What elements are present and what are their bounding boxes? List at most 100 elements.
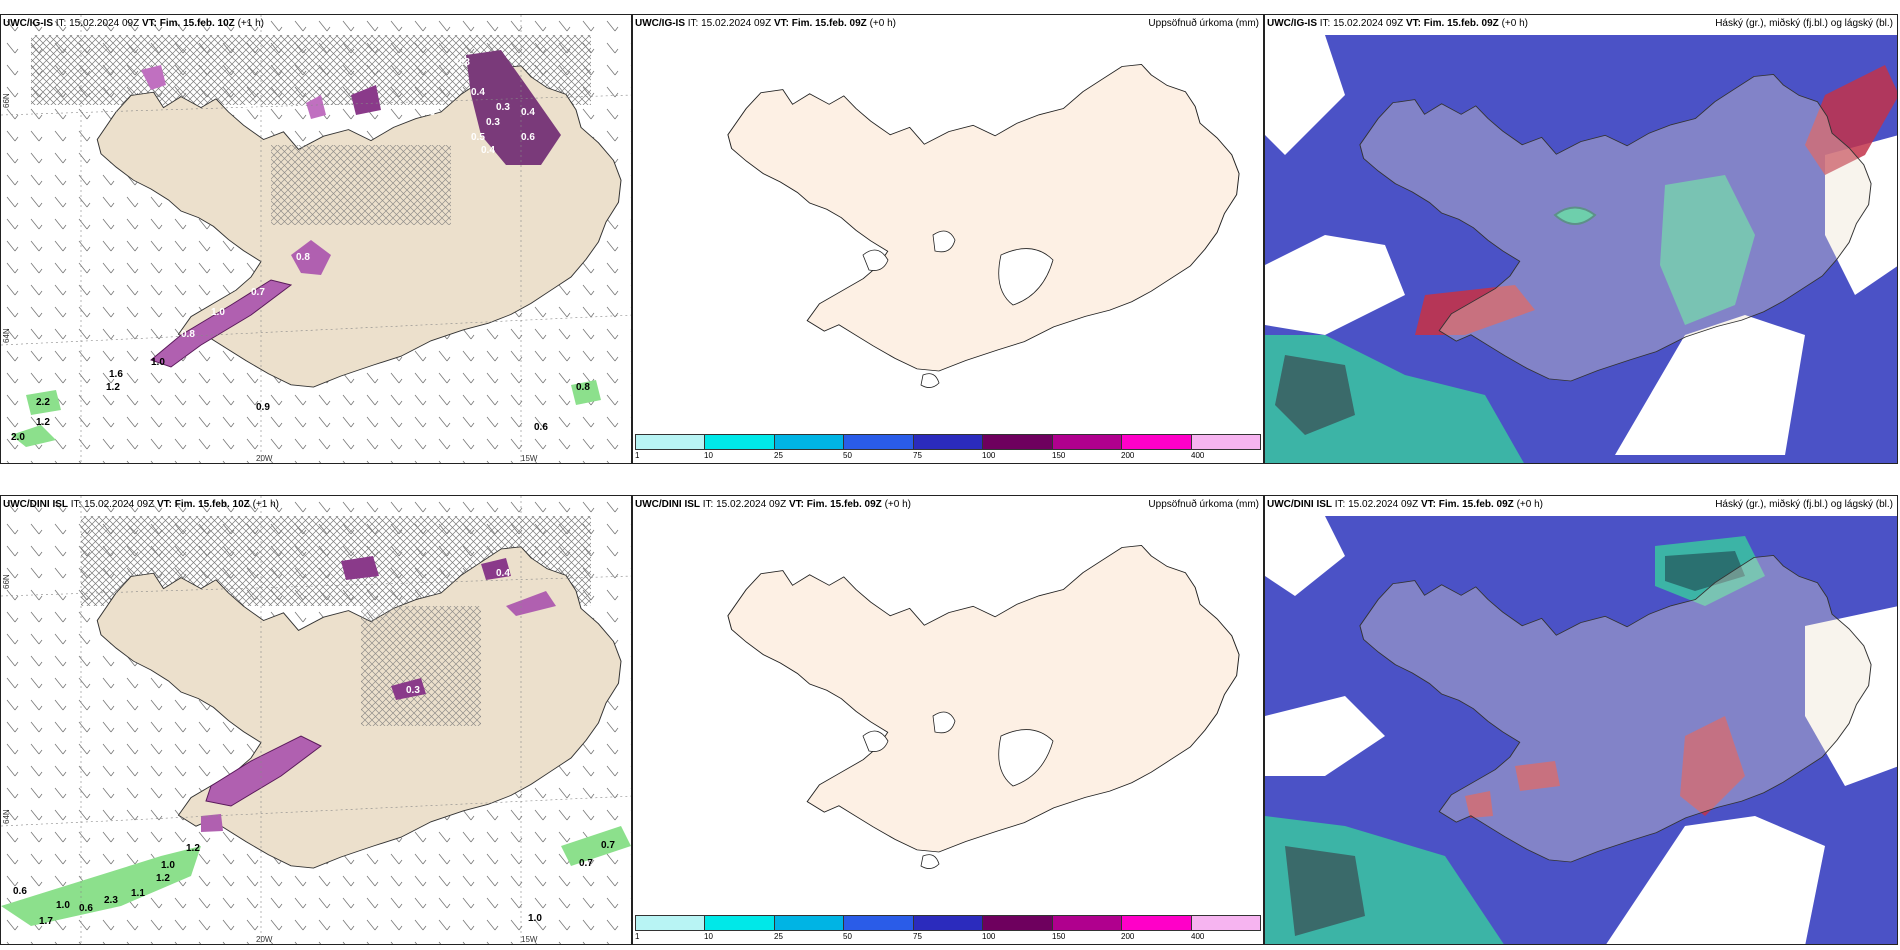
colorbar-tick: 400 (1191, 451, 1205, 460)
colorbar-segment-3 (774, 435, 845, 449)
svg-text:1.0: 1.0 (161, 860, 175, 871)
svg-text:1.0: 1.0 (211, 307, 225, 318)
svg-text:0.9: 0.9 (256, 402, 270, 413)
svg-text:0.4: 0.4 (471, 87, 485, 98)
colorbar-tick: 75 (913, 932, 922, 941)
svg-text:0.3: 0.3 (406, 685, 420, 696)
colorbar-segment-5 (913, 435, 984, 449)
colorbar-segment-2 (705, 435, 775, 449)
colorbar-tick: 100 (982, 451, 996, 460)
svg-text:0.6: 0.6 (521, 132, 535, 143)
svg-text:2.3: 2.3 (104, 895, 118, 906)
svg-text:0.6: 0.6 (534, 422, 548, 433)
svg-text:1.0: 1.0 (528, 913, 542, 924)
svg-text:0.6: 0.6 (79, 903, 93, 914)
panel-title: UWC/IG-IS IT: 15.02.2024 09Z VT: Fim. 15… (3, 18, 264, 29)
colorbar-tick: 50 (843, 932, 852, 941)
svg-text:0.3: 0.3 (496, 102, 510, 113)
cloud-panel-dini-isl: UWC/DINI ISL IT: 15.02.2024 09Z VT: Fim.… (1264, 495, 1898, 945)
colorbar-segment-6 (983, 916, 1053, 930)
colorbar-segment-6 (983, 435, 1053, 449)
svg-text:1.2: 1.2 (36, 417, 50, 428)
colorbar-tick: 1 (635, 451, 640, 460)
colorbar-segment-7 (1052, 916, 1123, 930)
precip-wind-map: 0.3 0.4 1.2 1.0 0.7 0.7 1.0 0.6 1.1 2.3 … (1, 496, 631, 944)
panel-variable: Uppsöfnuð úrkoma (mm) (1148, 18, 1259, 29)
colorbar-tick: 200 (1121, 932, 1135, 941)
colorbar-segment-3 (774, 916, 845, 930)
svg-text:0.5: 0.5 (471, 132, 485, 143)
colorbar-segment-8 (1122, 435, 1192, 449)
svg-text:0.8: 0.8 (576, 382, 590, 393)
svg-text:0.8: 0.8 (296, 252, 310, 263)
svg-text:1.7: 1.7 (39, 916, 53, 927)
colorbar-tick: 1 (635, 932, 640, 941)
svg-text:2.0: 2.0 (11, 432, 25, 443)
colorbar-segment-4 (844, 916, 914, 930)
precip-map-panel-dini-isl: UWC/DINI ISL IT: 15.02.2024 09Z VT: Fim.… (0, 495, 632, 945)
colorbar-tick: 25 (774, 932, 783, 941)
precip-labels: 0.3 0.4 0.3 0.4 0.3 0.5 0.4 0.3 0.6 0.7 … (181, 57, 535, 340)
svg-text:64N: 64N (2, 328, 11, 343)
svg-text:20W: 20W (256, 935, 273, 944)
svg-text:66N: 66N (2, 574, 11, 589)
colorbar-tick: 25 (774, 451, 783, 460)
svg-text:0.7: 0.7 (251, 287, 265, 298)
colorbar-tick: 150 (1052, 932, 1066, 941)
colorbar-segment-7 (1052, 435, 1123, 449)
colorbar-tick: 150 (1052, 451, 1066, 460)
precip-labels: 0.3 0.4 (406, 568, 510, 696)
svg-text:2.2: 2.2 (36, 397, 50, 408)
panel-title: UWC/DINI ISL IT: 15.02.2024 09Z VT: Fim.… (635, 499, 911, 510)
svg-text:64N: 64N (2, 809, 11, 824)
cloud-map (1265, 516, 1897, 944)
accum-precip-panel-ig-is: UWC/IG-IS IT: 15.02.2024 09Z VT: Fim. 15… (632, 14, 1264, 464)
svg-text:0.3: 0.3 (456, 57, 470, 68)
svg-text:1.1: 1.1 (131, 888, 145, 899)
svg-text:15W: 15W (521, 454, 538, 463)
svg-text:1.2: 1.2 (106, 382, 120, 393)
svg-text:0.8: 0.8 (181, 329, 195, 340)
panel-variable: Háský (gr.), miðský (fj.bl.) og lágský (… (1715, 18, 1893, 29)
svg-text:1.6: 1.6 (109, 369, 123, 380)
svg-text:0.7: 0.7 (601, 840, 615, 851)
colorbar-segment-1 (636, 435, 706, 449)
colorbar-segment-1 (636, 916, 706, 930)
svg-text:66N: 66N (2, 93, 11, 108)
accum-precip-map (727, 63, 1240, 388)
colorbar-tick: 75 (913, 451, 922, 460)
precip-colorbar (635, 434, 1261, 450)
colorbar-tick: 400 (1191, 932, 1205, 941)
panel-title: UWC/IG-IS IT: 15.02.2024 09Z VT: Fim. 15… (635, 18, 896, 29)
panel-title: UWC/DINI ISL IT: 15.02.2024 09Z VT: Fim.… (3, 499, 279, 510)
svg-text:1.0: 1.0 (56, 900, 70, 911)
colorbar-segment-9 (1191, 435, 1260, 449)
cloud-map (1265, 35, 1897, 463)
accum-precip-panel-dini-isl: UWC/DINI ISL IT: 15.02.2024 09Z VT: Fim.… (632, 495, 1264, 945)
svg-text:1.2: 1.2 (186, 843, 200, 854)
panel-variable: Háský (gr.), miðský (fj.bl.) og lágský (… (1715, 499, 1893, 510)
svg-text:0.4: 0.4 (481, 145, 495, 156)
panel-title: UWC/IG-IS IT: 15.02.2024 09Z VT: Fim. 15… (1267, 18, 1528, 29)
colorbar-tick: 50 (843, 451, 852, 460)
colorbar-tick: 100 (982, 932, 996, 941)
svg-text:0.4: 0.4 (521, 107, 535, 118)
colorbar-segment-8 (1122, 916, 1192, 930)
colorbar-segment-2 (705, 916, 775, 930)
svg-text:0.3: 0.3 (486, 117, 500, 128)
panel-title: UWC/DINI ISL IT: 15.02.2024 09Z VT: Fim.… (1267, 499, 1543, 510)
svg-text:1.0: 1.0 (151, 357, 165, 368)
cloud-panel-ig-is: UWC/IG-IS IT: 15.02.2024 09Z VT: Fim. 15… (1264, 14, 1898, 464)
svg-text:15W: 15W (521, 935, 538, 944)
colorbar-segment-4 (844, 435, 914, 449)
precip-labels-green: 0.9 1.2 2.2 2.0 1.2 0.6 0.8 1.0 1.6 (11, 357, 590, 443)
svg-text:0.3: 0.3 (421, 107, 435, 118)
colorbar-tick: 10 (704, 932, 713, 941)
svg-text:0.7: 0.7 (579, 858, 593, 869)
colorbar-segment-5 (913, 916, 984, 930)
colorbar-tick: 10 (704, 451, 713, 460)
panel-variable: Uppsöfnuð úrkoma (mm) (1148, 499, 1259, 510)
colorbar-tick: 200 (1121, 451, 1135, 460)
svg-text:1.2: 1.2 (156, 873, 170, 884)
svg-text:0.4: 0.4 (496, 568, 510, 579)
